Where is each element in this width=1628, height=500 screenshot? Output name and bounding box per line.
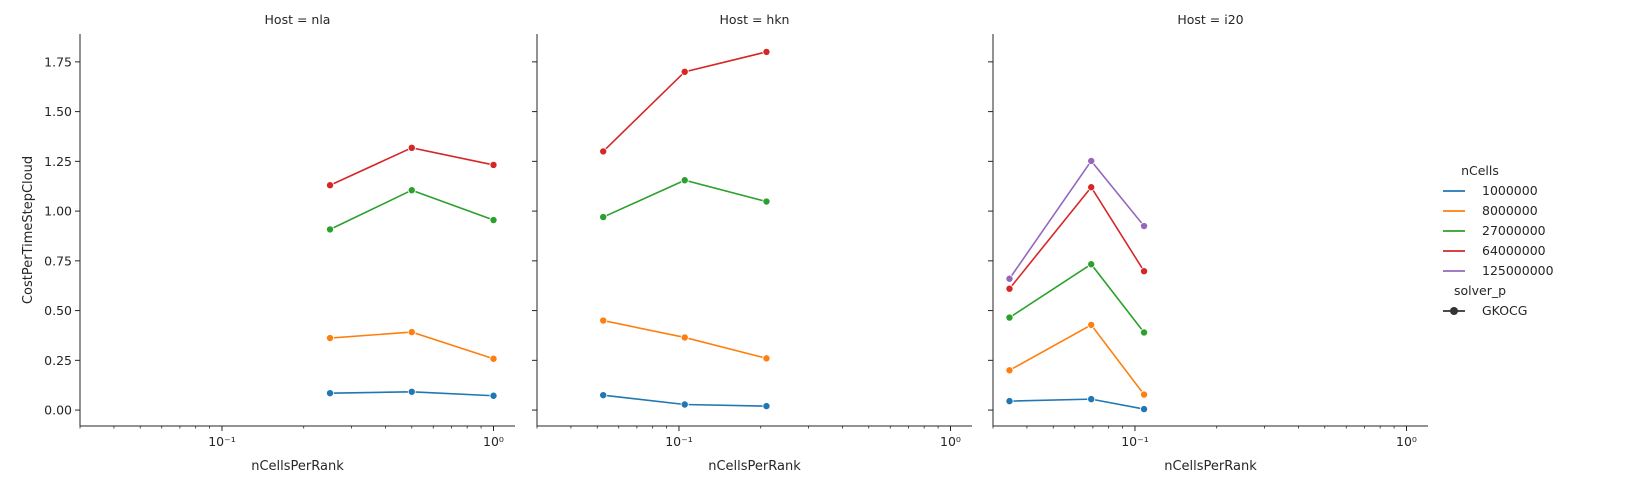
data-point xyxy=(599,213,608,222)
data-point xyxy=(1005,397,1014,406)
data-point xyxy=(762,197,771,206)
data-point xyxy=(1140,222,1149,231)
data-point xyxy=(489,160,498,169)
panels-group: Host = nla 0.00 0.25 0.50 0.75 1.00 1.25 1.50 1.… xyxy=(44,12,1428,474)
y-tick-label: 0.25 xyxy=(44,353,72,368)
series-line xyxy=(602,51,767,152)
panel-title: Host = hkn xyxy=(720,12,790,27)
data-point xyxy=(1005,274,1014,283)
facet-panel: Host = hkn 10⁻¹ 10⁰ nCellsPerRank xyxy=(532,12,972,474)
legend-entry-label: 8000000 xyxy=(1482,203,1538,218)
legend-entry-label: 125000000 xyxy=(1482,263,1554,278)
data-point xyxy=(326,181,335,190)
panel-title: Host = i20 xyxy=(1177,12,1243,27)
data-point xyxy=(489,354,498,363)
data-point xyxy=(599,147,608,156)
facet-panel: Host = i20 10⁻¹ 10⁰ nCellsPerRank xyxy=(988,12,1428,474)
data-point xyxy=(489,216,498,225)
data-point xyxy=(1140,328,1149,337)
series-line xyxy=(329,146,494,186)
y-tick-label: 1.25 xyxy=(44,154,72,169)
legend-hue-title: nCells xyxy=(1461,163,1499,178)
x-tick-label: 10⁻¹ xyxy=(665,434,693,449)
data-point xyxy=(1140,267,1149,276)
x-axis-label: nCellsPerRank xyxy=(251,459,344,474)
data-point xyxy=(1005,284,1014,293)
data-point xyxy=(1140,405,1149,414)
y-tick-label: 1.50 xyxy=(44,104,72,119)
data-point xyxy=(680,67,689,76)
data-point xyxy=(407,328,416,337)
data-point xyxy=(599,316,608,325)
data-point xyxy=(326,389,335,398)
legend: nCells 1000000 8000000 27000000 64000000 1250… xyxy=(1443,163,1554,318)
legend-style-label: GKOCG xyxy=(1482,303,1527,318)
data-point xyxy=(326,334,335,343)
y-tick-label: 0.75 xyxy=(44,253,72,268)
data-point xyxy=(326,225,335,234)
y-tick-label: 1.75 xyxy=(44,54,72,69)
data-point xyxy=(762,354,771,363)
x-tick-label: 10⁻¹ xyxy=(208,434,236,449)
legend-entry-label: 1000000 xyxy=(1482,183,1538,198)
data-point xyxy=(1087,395,1096,404)
data-point xyxy=(1087,260,1096,269)
data-point xyxy=(599,391,608,400)
data-point xyxy=(762,47,771,56)
data-point xyxy=(407,143,416,152)
x-tick-label: 10⁰ xyxy=(483,434,504,449)
data-point xyxy=(1087,156,1096,165)
data-point xyxy=(1005,313,1014,322)
series-line xyxy=(1008,159,1145,280)
data-point xyxy=(680,176,689,185)
data-point xyxy=(1005,366,1014,375)
panel-title: Host = nla xyxy=(265,12,331,27)
series-line xyxy=(329,189,494,231)
legend-entry-label: 64000000 xyxy=(1482,243,1546,258)
data-point xyxy=(1087,320,1096,329)
data-point xyxy=(407,387,416,396)
data-point xyxy=(762,402,771,411)
x-tick-label: 10⁰ xyxy=(1396,434,1417,449)
data-point xyxy=(489,391,498,400)
x-tick-label: 10⁰ xyxy=(940,434,961,449)
series-line xyxy=(1009,398,1145,410)
facet-panel: Host = nla 0.00 0.25 0.50 0.75 1.00 1.25 1.50 1.… xyxy=(44,12,515,474)
y-tick-label: 0.50 xyxy=(44,303,72,318)
x-axis-label: nCellsPerRank xyxy=(1164,459,1257,474)
y-tick-label: 0.00 xyxy=(44,403,72,418)
legend-entry-label: 27000000 xyxy=(1482,223,1546,238)
y-axis-label: CostPerTimeStepCloud xyxy=(21,156,36,304)
legend-style-title: solver_p xyxy=(1454,283,1506,298)
series-line xyxy=(602,179,767,218)
data-point xyxy=(407,186,416,195)
x-axis-label: nCellsPerRank xyxy=(708,459,801,474)
data-point xyxy=(1087,183,1096,192)
legend-style-marker xyxy=(1450,307,1458,315)
data-point xyxy=(1140,390,1149,399)
data-point xyxy=(680,333,689,342)
x-tick-label: 10⁻¹ xyxy=(1121,434,1149,449)
series-line xyxy=(1009,323,1145,396)
y-tick-label: 1.00 xyxy=(44,204,72,219)
series-line xyxy=(1009,263,1145,333)
data-point xyxy=(680,400,689,409)
